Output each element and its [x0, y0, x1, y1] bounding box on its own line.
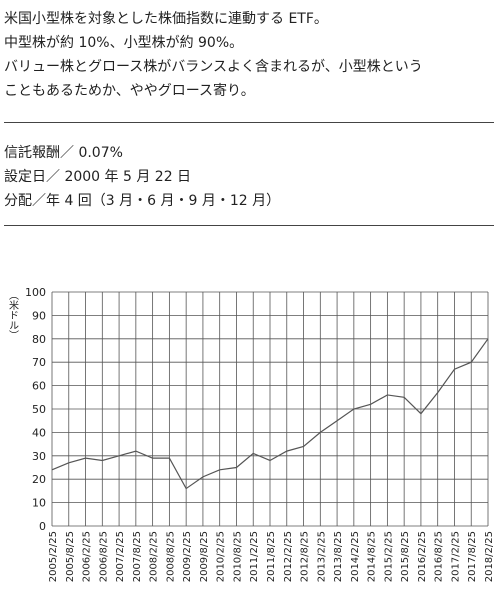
- x-tick-label: 2005/2/25: [48, 531, 59, 582]
- divider: [4, 122, 494, 123]
- description-line: 中型株が約 10%、小型株が約 90%。: [4, 35, 244, 51]
- price-line: [51, 338, 489, 490]
- y-tick-label: 10: [32, 497, 46, 510]
- x-tick-label: 2011/8/25: [266, 531, 277, 582]
- x-tick-label: 2018/2/25: [484, 531, 495, 582]
- detail-line: 設定日／ 2000 年 5 月 22 日: [4, 169, 192, 185]
- y-tick-label: 50: [32, 403, 46, 416]
- detail-line: 分配／年 4 回（3 月・6 月・9 月・12 月）: [4, 193, 281, 209]
- y-tick-label: 30: [32, 450, 46, 463]
- x-tick-label: 2011/2/25: [249, 531, 260, 582]
- x-tick-label: 2010/2/25: [216, 531, 227, 582]
- x-tick-label: 2008/8/25: [165, 531, 176, 582]
- x-tick-label: 2007/8/25: [132, 531, 143, 582]
- x-tick-label: 2015/2/25: [383, 531, 394, 582]
- y-tick-label: 20: [32, 473, 46, 486]
- y-tick-label: 40: [32, 426, 46, 439]
- x-tick-label: 2007/2/25: [115, 531, 126, 582]
- y-tick-label: 100: [25, 286, 46, 299]
- x-tick-label: 2014/2/25: [350, 531, 361, 582]
- detail-line: 信託報酬／ 0.07%: [4, 145, 123, 161]
- x-tick-label: 2015/8/25: [400, 531, 411, 582]
- x-tick-label: 2013/8/25: [333, 531, 344, 582]
- x-tick-label: 2017/8/25: [467, 531, 478, 582]
- y-tick-label: 90: [32, 309, 46, 322]
- x-tick-label: 2009/2/25: [182, 531, 193, 582]
- divider: [4, 225, 494, 226]
- description-line: こともあるためか、ややグロース寄り。: [4, 83, 255, 99]
- y-axis-label: （米ドル）: [7, 290, 19, 340]
- x-tick-label: 2010/8/25: [232, 531, 243, 582]
- y-tick-label: 0: [39, 520, 46, 533]
- x-tick-label: 2012/2/25: [283, 531, 294, 582]
- y-tick-label: 70: [32, 356, 46, 369]
- y-tick-label: 80: [32, 333, 46, 346]
- chart: （米ドル） 0 10 20 30 40 50 60 70 80 90 100 2005/2/25 200…: [7, 286, 496, 582]
- x-tick-label: 2012/8/25: [300, 531, 311, 582]
- x-tick-label: 2009/8/25: [199, 531, 210, 582]
- x-tick-label: 2008/2/25: [149, 531, 160, 582]
- x-tick-label: 2006/2/25: [82, 531, 93, 582]
- x-tick-label: 2013/2/25: [316, 531, 327, 582]
- x-tick-label: 2016/2/25: [417, 531, 428, 582]
- description-line: バリュー株とグロース株がバランスよく含まれるが、小型株という: [4, 59, 423, 75]
- x-tick-label: 2014/8/25: [367, 531, 378, 582]
- x-tick-label: 2017/2/25: [450, 531, 461, 582]
- x-tick-label: 2005/8/25: [65, 531, 76, 582]
- y-tick-label: 60: [32, 380, 46, 393]
- x-tick-label: 2016/8/25: [434, 531, 445, 582]
- description-line: 米国小型株を対象とした株価指数に連動する ETF。: [4, 11, 328, 27]
- x-tick-label: 2006/8/25: [98, 531, 109, 582]
